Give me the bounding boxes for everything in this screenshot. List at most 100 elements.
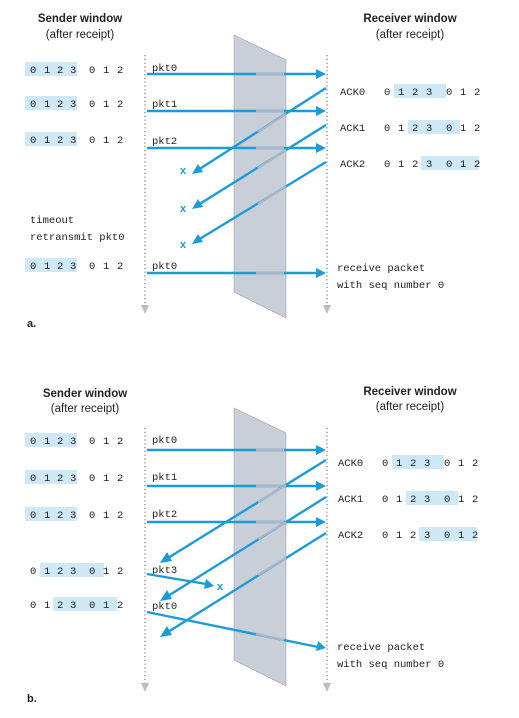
panel-a-sender-title: Sender window: [38, 13, 122, 25]
window-highlight: [25, 507, 77, 521]
panel-b-receive-note-line-2: with seq number 0: [337, 659, 444, 671]
ack-label: ACK2: [340, 159, 365, 171]
panel-b-sender-title: Sender window: [43, 388, 127, 400]
window-highlight: [25, 62, 77, 76]
ack-label: ACK0: [338, 458, 363, 470]
panel-b-packet-label-3: pkt2: [152, 509, 177, 521]
panel-a-ack2-arrow-lost: x: [180, 160, 327, 251]
panel-a-network-slab: [233, 34, 287, 319]
ack-label: ACK2: [338, 530, 363, 542]
panel-a-receiver-timeline-end: [323, 305, 331, 314]
panel-a-receive-note-line-1: receive packet: [337, 263, 425, 275]
window-highlight: [25, 132, 77, 146]
panel-a-ack0-arrow-lost: x: [180, 86, 327, 177]
panel-a-label: a.: [27, 318, 36, 330]
panel-b-ack0-arrow: [160, 458, 327, 563]
window-highlight: [408, 120, 460, 134]
panel-a-retransmit-label: retransmit pkt0: [30, 232, 125, 244]
panel-b-packet-arrow-pkt3-lost: x: [146, 572, 224, 593]
panel-a-sender-timeline-end: [141, 305, 149, 314]
window-highlight: [40, 563, 104, 577]
ack-label: ACK0: [340, 87, 365, 99]
panel-b-packet-arrow-pkt0: [147, 445, 326, 455]
panel-a-packet-arrow-retransmit-pkt0: [147, 268, 326, 278]
panel-a-packet-label-1: pkt0: [152, 63, 177, 75]
panel-b-ack2-arrow: [160, 531, 327, 637]
lost-x-marker: x: [180, 239, 187, 251]
window-highlight: [394, 84, 446, 98]
panel-a-receiver-title: Receiver window: [363, 13, 456, 25]
window-highlight: [406, 491, 458, 505]
panel-b-ack1-arrow: [160, 495, 327, 601]
window-highlight: [25, 470, 77, 484]
panel-b-receiver-timeline-end: [323, 683, 331, 692]
window-highlight: [421, 156, 479, 170]
panel-b-packet-arrow-pkt2: [147, 517, 326, 527]
panel-a-sender-subtitle: (after receipt): [46, 29, 115, 41]
window-highlight: [419, 527, 477, 541]
panel-b-sender-subtitle: (after receipt): [51, 403, 120, 415]
panel-b-packet-label-5: pkt0: [152, 601, 177, 613]
panel-b-receiver-title: Receiver window: [363, 386, 456, 398]
panel-b-sender-timeline-end: [141, 683, 149, 692]
panel-a-receive-note-line-2: with seq number 0: [337, 280, 444, 292]
panel-b-packet-arrow-new-pkt0: [146, 610, 326, 651]
panel-b-receive-note-line-1: receive packet: [337, 642, 425, 654]
panel-b: Sender window (after receipt) Receiver w…: [25, 386, 478, 705]
panel-a-packet-arrow-pkt0: [147, 69, 326, 79]
lost-x-marker: x: [217, 581, 224, 593]
window-highlight: [25, 258, 77, 272]
panel-a-timeout-label: timeout: [30, 215, 74, 227]
panel-b-packet-label-1: pkt0: [152, 435, 177, 447]
panel-a-ack1-arrow-lost: x: [180, 123, 327, 215]
panel-a-receiver-subtitle: (after receipt): [376, 29, 445, 41]
panel-a-packet-label-4: pkt0: [152, 261, 177, 273]
panel-a: Sender window (after receipt) Receiver w…: [25, 13, 480, 330]
lost-x-marker: x: [180, 203, 187, 215]
panel-a-packet-label-3: pkt2: [152, 136, 177, 148]
window-highlight: [53, 597, 117, 611]
window-highlight: [25, 433, 77, 447]
panel-b-receiver-subtitle: (after receipt): [376, 401, 445, 413]
panel-b-network-slab: [233, 407, 287, 687]
panel-b-packet-arrow-pkt1: [147, 481, 326, 491]
panel-b-packet-label-2: pkt1: [152, 472, 177, 484]
window-highlight: [392, 455, 444, 469]
panel-a-packet-label-2: pkt1: [152, 99, 177, 111]
ack-label: ACK1: [338, 494, 363, 506]
ack-label: ACK1: [340, 123, 365, 135]
panel-b-packet-label-4: pkt3: [152, 565, 177, 577]
lost-x-marker: x: [180, 165, 187, 177]
window-highlight: [25, 96, 77, 110]
